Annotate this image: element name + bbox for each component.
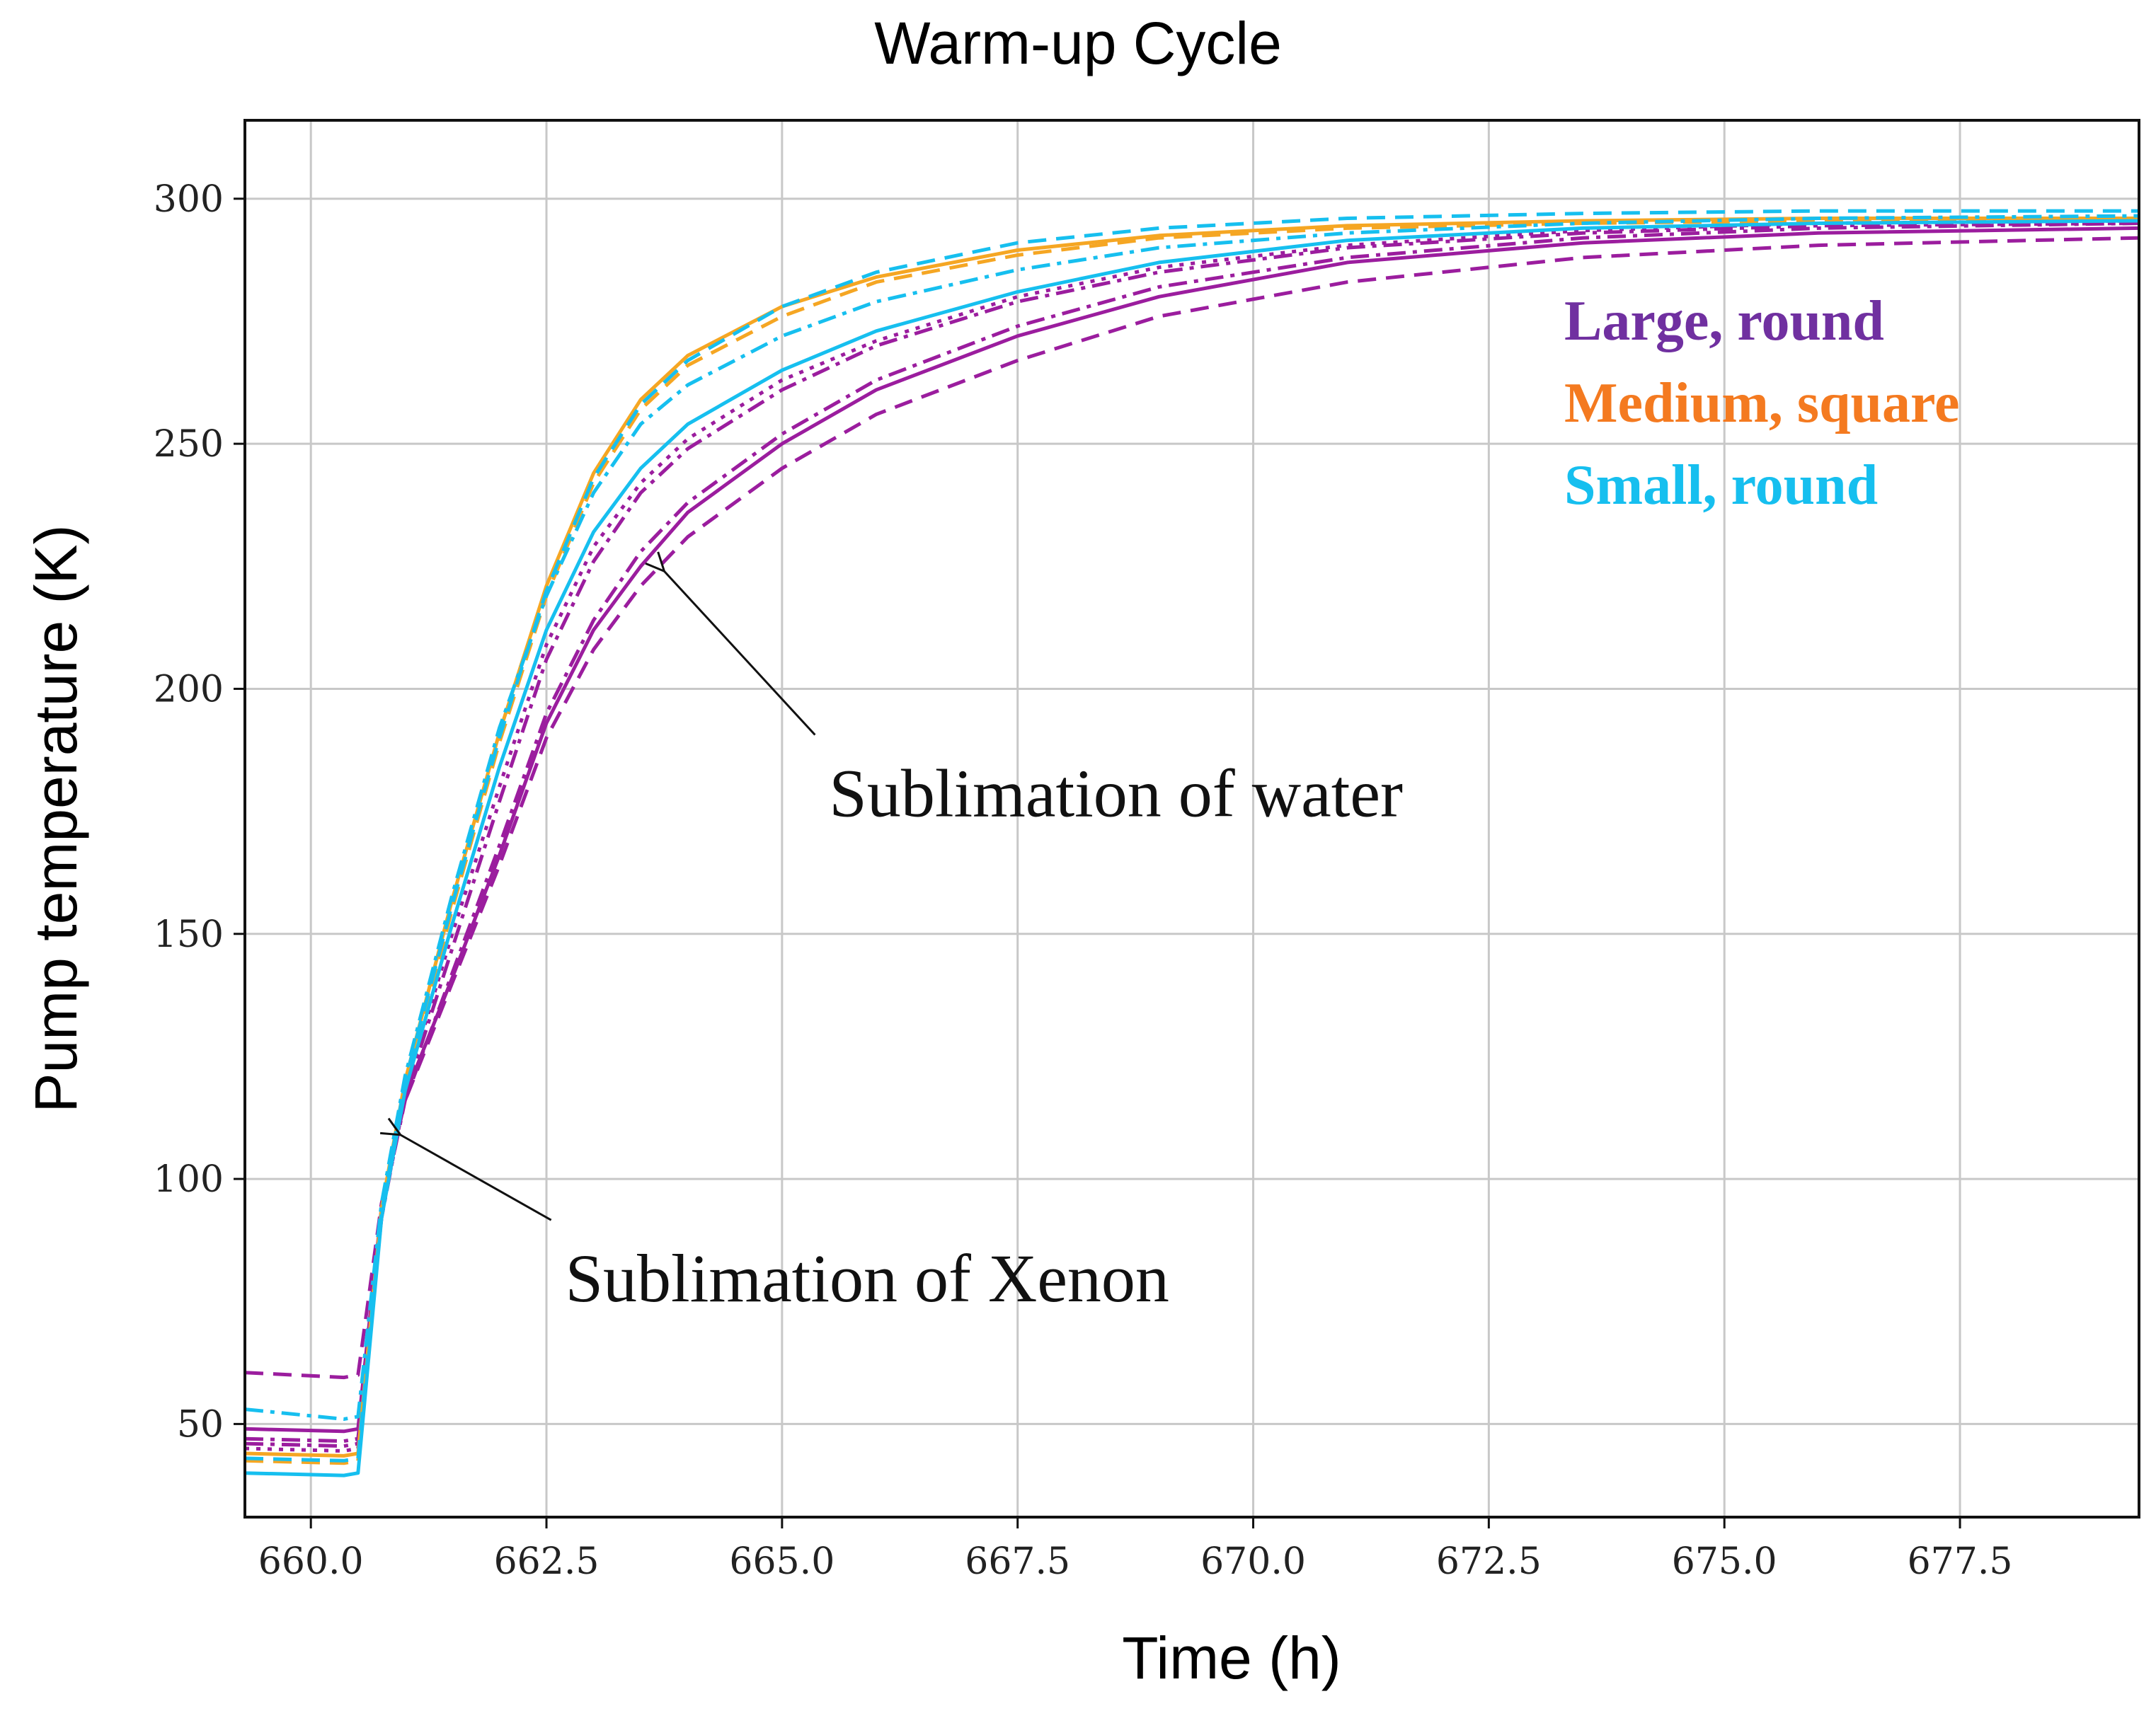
x-tick-label: 672.5: [1436, 1540, 1542, 1583]
y-tick-label: 50: [177, 1403, 224, 1446]
x-tick-label: 677.5: [1908, 1540, 2013, 1583]
series-line-9: [245, 209, 2139, 1463]
y-axis: 50 100 150 200 250 300: [154, 178, 245, 1446]
x-tick-label: 675.0: [1672, 1540, 1777, 1583]
series-line-6: [245, 219, 2139, 1465]
y-tick-label: 200: [154, 668, 224, 710]
y-tick-label: 250: [154, 423, 224, 466]
series-layer: [245, 209, 2139, 1477]
chart-title: Warm-up Cycle: [874, 10, 1282, 76]
x-tick-label: 665.0: [729, 1540, 835, 1583]
legend-entry-small-round: Small, round: [1564, 454, 1878, 517]
x-axis: 660.0 662.5 665.0 667.5 670.0 672.5 675.0 677.5: [258, 1517, 2013, 1583]
x-tick-label: 662.5: [494, 1540, 600, 1583]
y-tick-label: 100: [154, 1158, 224, 1201]
annotation-sublimation-xenon: Sublimation of Xenon: [566, 1240, 1169, 1316]
x-axis-label: Time (h): [1122, 1625, 1341, 1691]
annotations: Sublimation of water Sublimation of Xeno…: [401, 571, 1403, 1316]
legend-entry-large-round: Large, round: [1564, 290, 1884, 352]
annotation-arrow-water: [664, 571, 816, 736]
annotation-arrow-xenon: [401, 1135, 552, 1221]
series-line-7: [245, 214, 2139, 1421]
legend-entry-medium-square: Medium, square: [1564, 372, 1960, 434]
y-tick-label: 300: [154, 178, 224, 221]
x-tick-label: 660.0: [258, 1540, 364, 1583]
annotation-sublimation-water: Sublimation of water: [829, 756, 1403, 831]
y-tick-label: 150: [154, 914, 224, 956]
x-tick-label: 670.0: [1200, 1540, 1306, 1583]
plot-frame: [243, 119, 2140, 1519]
legend: Large, round Medium, square Small, round: [1564, 290, 1960, 517]
y-axis-label: Pump temperature (K): [23, 525, 89, 1113]
x-tick-label: 667.5: [965, 1540, 1070, 1583]
